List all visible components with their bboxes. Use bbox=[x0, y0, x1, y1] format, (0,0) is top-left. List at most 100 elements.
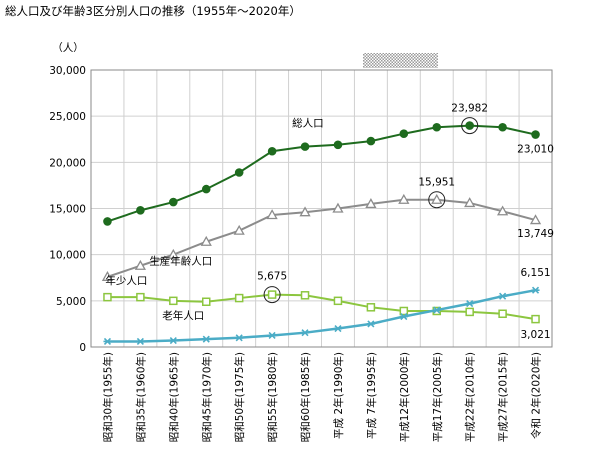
data-labels: 23,982 23,010 15,951 13,749 5,675 3,021 6,151 bbox=[257, 103, 554, 342]
data-point bbox=[301, 329, 310, 337]
x-axis-ticks: 昭和30年(1955年) 昭和35年(1960年) 昭和40年(1965年) 昭和45… bbox=[101, 352, 542, 442]
data-point bbox=[498, 122, 507, 132]
series-name-label: 老年人口 bbox=[162, 309, 204, 322]
data-point bbox=[233, 224, 245, 235]
series-name-label: 生産年齢人口 bbox=[149, 255, 212, 268]
series-lines bbox=[101, 121, 542, 346]
data-point bbox=[365, 198, 377, 209]
data-label: 23,010 bbox=[517, 144, 554, 156]
y-tick-label: 30,000 bbox=[49, 65, 86, 77]
chart-title: 総人口及び年齢3区分別人口の推移（1955年〜2020年） bbox=[5, 4, 301, 18]
data-point bbox=[103, 217, 112, 226]
data-point bbox=[169, 197, 178, 207]
data-point bbox=[201, 184, 211, 194]
data-point bbox=[465, 300, 474, 308]
data-label: 5,675 bbox=[257, 271, 287, 283]
data-point bbox=[332, 202, 344, 213]
data-point bbox=[103, 292, 112, 302]
data-point bbox=[300, 142, 310, 151]
data-point bbox=[496, 205, 509, 216]
data-point bbox=[235, 334, 244, 342]
x-tick-label: 平成12年(2000年) bbox=[398, 352, 411, 442]
data-point bbox=[202, 297, 211, 307]
x-tick-label: 平成 2年(1990年) bbox=[332, 352, 345, 439]
data-point bbox=[399, 306, 409, 316]
data-point bbox=[200, 235, 212, 246]
data-point bbox=[498, 292, 507, 300]
data-label: 23,982 bbox=[451, 103, 488, 115]
x-tick-label: 平成17年(2005年) bbox=[431, 352, 444, 442]
data-point bbox=[167, 248, 179, 259]
data-point bbox=[432, 122, 442, 132]
data-point bbox=[366, 320, 375, 328]
x-tick-label: 昭和60年(1985年) bbox=[299, 352, 312, 442]
data-point bbox=[333, 296, 343, 306]
data-point bbox=[103, 337, 112, 346]
y-tick-label: 20,000 bbox=[49, 157, 86, 169]
highlight-circle bbox=[428, 191, 446, 209]
x-tick-label: 昭和35年(1960年) bbox=[134, 352, 147, 442]
data-point bbox=[465, 121, 474, 130]
data-point bbox=[366, 303, 376, 312]
x-tick-label: 昭和40年(1965年) bbox=[167, 352, 180, 442]
data-point bbox=[333, 140, 343, 150]
y-tick-label: 5,000 bbox=[56, 296, 86, 308]
data-point bbox=[266, 209, 278, 220]
x-tick-label: 平成22年(2010年) bbox=[464, 352, 477, 442]
series-line bbox=[107, 288, 536, 343]
data-point bbox=[333, 324, 342, 333]
highlight-circle bbox=[263, 286, 281, 304]
data-point bbox=[134, 259, 147, 270]
data-point bbox=[399, 129, 409, 139]
x-tick-label: 昭和30年(1955年) bbox=[101, 352, 114, 442]
data-point bbox=[234, 293, 244, 303]
data-point bbox=[300, 291, 310, 300]
data-point bbox=[268, 331, 277, 340]
data-point bbox=[136, 337, 145, 346]
y-axis-unit-label: （人） bbox=[52, 42, 84, 54]
data-point bbox=[399, 312, 408, 321]
data-point bbox=[169, 296, 178, 306]
series-3 bbox=[103, 286, 540, 346]
data-point bbox=[136, 292, 145, 302]
data-point bbox=[465, 307, 474, 317]
y-tick-label: 0 bbox=[79, 342, 86, 354]
grid-lines bbox=[91, 70, 552, 347]
series-name-label: 年少人口 bbox=[105, 274, 147, 287]
y-tick-label: 15,000 bbox=[49, 204, 86, 216]
data-point bbox=[202, 335, 211, 343]
series-0 bbox=[103, 121, 540, 226]
data-point bbox=[431, 193, 443, 204]
x-tick-label: 平成27年(2015年) bbox=[497, 352, 510, 442]
highlight-circle bbox=[461, 117, 479, 135]
series-line bbox=[107, 293, 536, 321]
data-label: 3,021 bbox=[521, 329, 551, 341]
data-point bbox=[498, 309, 507, 319]
y-axis-ticks: 0 5,000 10,000 15,000 20,000 25,000 30,000 bbox=[49, 65, 86, 354]
plot-area-border bbox=[90, 69, 553, 348]
x-tick-label: 平成 7年(1995年) bbox=[365, 352, 378, 439]
x-tick-label: 令和 2年(2020年) bbox=[530, 352, 543, 439]
hatched-band bbox=[363, 53, 438, 68]
series-1 bbox=[101, 193, 542, 281]
x-tick-label: 昭和50年(1975年) bbox=[233, 352, 246, 442]
data-point bbox=[398, 193, 410, 204]
series-name-label: 総人口 bbox=[292, 116, 324, 129]
data-point bbox=[366, 136, 376, 146]
data-point bbox=[101, 271, 114, 281]
data-label: 6,151 bbox=[521, 267, 551, 279]
data-point bbox=[529, 214, 542, 225]
data-point bbox=[531, 286, 540, 294]
data-point bbox=[432, 306, 441, 314]
y-tick-label: 10,000 bbox=[49, 250, 86, 262]
data-point bbox=[267, 146, 277, 156]
data-point bbox=[169, 336, 178, 345]
data-point bbox=[299, 206, 311, 217]
series-line bbox=[107, 198, 536, 278]
x-tick-label: 昭和45年(1970年) bbox=[200, 352, 213, 442]
y-tick-label: 25,000 bbox=[49, 111, 86, 123]
data-label: 13,749 bbox=[517, 228, 554, 240]
series-line bbox=[107, 124, 536, 223]
